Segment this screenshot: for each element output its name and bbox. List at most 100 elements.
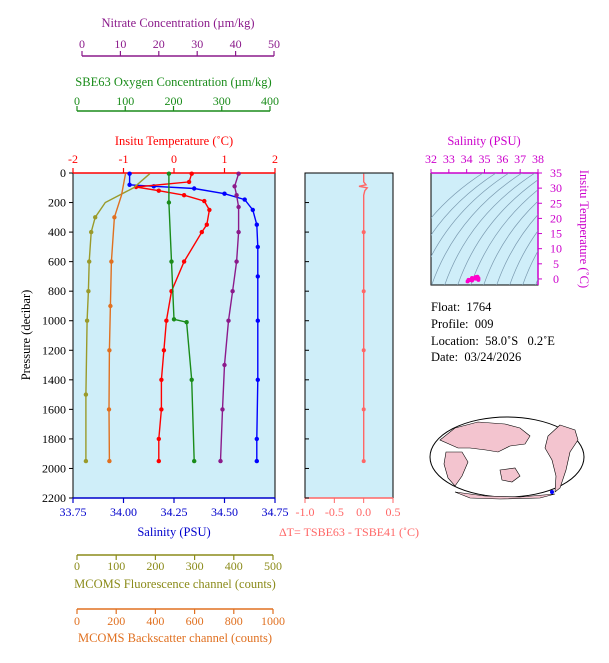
oxygen-point [166, 200, 172, 205]
nitrate-point [234, 193, 239, 198]
nitrate-point [236, 204, 241, 210]
temperature-tick-label: -2 [68, 152, 78, 166]
salinity-line [128, 173, 259, 462]
fluorescence-point [83, 392, 89, 397]
ts-isopycnals [431, 173, 538, 285]
temperature-point [204, 222, 209, 227]
fluorescence-point [93, 215, 98, 220]
backscatter-axis-label: MCOMS Backscatter channel (counts) [78, 631, 272, 645]
pressure-tick-label: 1600 [42, 402, 66, 416]
backscatter-tick-label: 200 [107, 614, 125, 628]
salinity-point [192, 186, 197, 191]
pressure-tick-label: 1800 [42, 432, 66, 446]
ts-series [431, 173, 538, 285]
fluorescence-tick-label: 400 [225, 559, 243, 573]
oxygen-tick-label: 300 [213, 94, 231, 108]
fluorescence-axis-label: MCOMS Fluorescence channel (counts) [74, 577, 276, 591]
ts-isopycnal-line [496, 214, 538, 285]
salinity-point [242, 197, 247, 202]
nitrate-tick-label: 20 [153, 37, 165, 51]
nitrate-tick-label: 30 [191, 37, 203, 51]
delta-t-axis-label: ΔT= TSBE63 - TSBE41 (˚C) [279, 525, 419, 539]
oxygen-point [189, 377, 194, 382]
oxygen-tick-label: 400 [261, 94, 279, 108]
oxygen-point [169, 259, 174, 264]
pressure-tick-label: 600 [48, 255, 66, 269]
salinity-point [254, 458, 259, 464]
ts-profile-point [466, 277, 471, 282]
delta-t-line [358, 173, 369, 462]
oxygen-tick-label: 0 [74, 94, 80, 108]
map-land-eurasia [439, 421, 531, 453]
ts-salinity-tick-label: 36 [496, 152, 508, 166]
delta-t-point [361, 459, 366, 464]
map-land-africa [443, 451, 469, 487]
salinity-point [127, 171, 132, 176]
float-id-text: Float: 1764 [431, 300, 492, 314]
ts-salinity-axis-label: Salinity (PSU) [447, 134, 520, 148]
ts-salinity-tick-label: 35 [479, 152, 491, 166]
pressure-tick-label: 1400 [42, 373, 66, 387]
ts-temperature-tick-label: 5 [553, 257, 559, 271]
nitrate-point [236, 229, 241, 235]
ts-salinity-tick-label: 33 [443, 152, 455, 166]
ts-profile-point [473, 276, 478, 281]
temperature-point [159, 407, 164, 412]
ts-salinity-tick-label: 37 [514, 152, 526, 166]
backscatter-tick-label: 600 [186, 614, 204, 628]
fluorescence-point [89, 229, 94, 235]
main-series [83, 171, 260, 464]
salinity-point [250, 207, 255, 213]
nitrate-tick-label: 0 [79, 37, 85, 51]
salinity-axis-label: Salinity (PSU) [137, 525, 210, 539]
fluorescence-point [87, 259, 92, 264]
salinity-point [255, 244, 260, 250]
ts-temperature-tick-label: 30 [550, 181, 562, 195]
nitrate-point [234, 259, 239, 264]
ts-diagram-panel [430, 172, 539, 286]
ts-salinity-tick-label: 32 [425, 152, 437, 166]
ts-isopycnal-line [470, 189, 538, 285]
date-text: Date: 03/24/2026 [431, 350, 522, 364]
salinity-point [255, 274, 260, 279]
temperature-tick-label: 1 [222, 152, 228, 166]
salinity-point [222, 191, 227, 196]
nitrate-point [222, 362, 227, 368]
temperature-tick-label: 0 [171, 152, 177, 166]
pressure-tick-label: 1200 [42, 343, 66, 357]
temperature-tick-label: -1 [119, 152, 129, 166]
nitrate-point [218, 458, 223, 464]
temperature-point [159, 377, 164, 382]
main-profile-panel [72, 172, 276, 499]
backscatter-tick-label: 1000 [261, 614, 285, 628]
delta-t-point [361, 348, 366, 353]
salinity-tick-label: 34.00 [110, 505, 137, 519]
nitrate-point [226, 318, 231, 323]
fluorescence-point [83, 458, 89, 464]
ts-isopycnal-line [431, 173, 523, 285]
backscatter-tick-label: 800 [225, 614, 243, 628]
fluorescence-tick-label: 300 [186, 559, 204, 573]
map-land-americas [544, 424, 579, 493]
nitrate-tick-label: 40 [230, 37, 242, 51]
temperature-point [181, 193, 187, 198]
delta-t-panel [304, 172, 394, 499]
backscatter-point [106, 407, 112, 412]
ts-isopycnal-line [444, 173, 536, 285]
pressure-tick-label: 2200 [42, 491, 66, 505]
pressure-tick-label: 400 [48, 225, 66, 239]
salinity-point [254, 436, 259, 442]
oxygen-axis-label: SBE63 Oxygen Concentration (µm/kg) [75, 75, 271, 89]
ts-isopycnal-line [483, 200, 538, 285]
fluorescence-tick-label: 500 [264, 559, 282, 573]
ts-isopycnal-line [431, 173, 497, 236]
temperature-point [156, 458, 161, 464]
temperature-point [181, 259, 187, 264]
nitrate-point [220, 407, 225, 412]
fluorescence-tick-label: 0 [74, 559, 80, 573]
delta-t-point [361, 230, 366, 235]
pressure-tick-label: 2000 [42, 461, 66, 475]
ts-temperature-tick-label: 25 [550, 196, 562, 210]
fluorescence-tick-label: 100 [107, 559, 125, 573]
